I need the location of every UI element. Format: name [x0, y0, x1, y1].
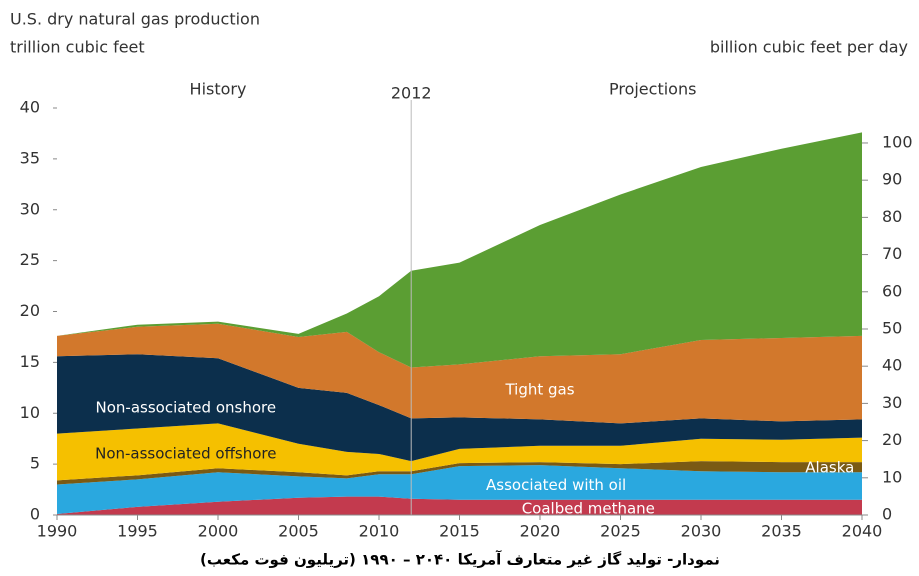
y2-tick-label: 80 [882, 207, 902, 226]
area [57, 496, 862, 515]
series-label: Coalbed methane [522, 499, 655, 517]
y2-axis-label: billion cubic feet per day [710, 38, 908, 57]
y2-tick-label: 10 [882, 467, 902, 486]
y2-tick-label: 40 [882, 356, 902, 375]
annotation: History [190, 80, 247, 99]
y2-tick-label: 60 [882, 281, 902, 300]
y-tick-label: 40 [20, 98, 40, 117]
y2-tick-label: 70 [882, 244, 902, 263]
y-tick-label: 35 [20, 148, 40, 167]
y-tick-label: 0 [30, 505, 40, 524]
x-tick-label: 2010 [359, 522, 400, 541]
x-tick-label: 2035 [761, 522, 802, 541]
area [57, 132, 862, 368]
y2-tick-label: 30 [882, 393, 902, 412]
y-axis-label: trillion cubic feet [10, 38, 145, 57]
x-tick-label: 2015 [439, 522, 480, 541]
caption: نمودار- تولید گاز غیر متعارف آمریکا ۲۰۴۰… [200, 551, 720, 569]
y2-tick-label: 100 [882, 132, 913, 151]
chart-title: U.S. dry natural gas production [10, 10, 260, 29]
series-label: Non-associated offshore [95, 444, 276, 462]
annotation: Projections [609, 80, 696, 99]
area [57, 423, 862, 481]
y-tick-label: 5 [30, 454, 40, 473]
x-tick-label: 2000 [198, 522, 239, 541]
area [57, 354, 862, 462]
y2-tick-label: 0 [882, 505, 892, 524]
x-tick-label: 1995 [117, 522, 158, 541]
y-tick-label: 15 [20, 352, 40, 371]
x-tick-label: 2040 [842, 522, 883, 541]
area [57, 323, 862, 424]
y-tick-label: 25 [20, 250, 40, 269]
x-tick-label: 2025 [600, 522, 641, 541]
series-label: Associated with oil [486, 476, 626, 494]
y2-tick-label: 90 [882, 170, 902, 189]
area [57, 461, 862, 485]
series-label: Tight gas [504, 380, 574, 398]
series-label: Non-associated onshore [96, 399, 277, 417]
x-tick-label: 2005 [278, 522, 319, 541]
x-tick-label: 2030 [681, 522, 722, 541]
y2-tick-label: 20 [882, 430, 902, 449]
x-tick-label: 2020 [520, 522, 561, 541]
x-tick-label: 1990 [37, 522, 78, 541]
series-label: Shale gas [471, 205, 544, 223]
y2-tick-label: 50 [882, 318, 902, 337]
y-tick-label: 30 [20, 199, 40, 218]
y-tick-label: 20 [20, 301, 40, 320]
divider-label: 2012 [391, 84, 432, 103]
y-tick-label: 10 [20, 403, 40, 422]
area [57, 465, 862, 514]
series-label: Alaska [805, 459, 854, 477]
